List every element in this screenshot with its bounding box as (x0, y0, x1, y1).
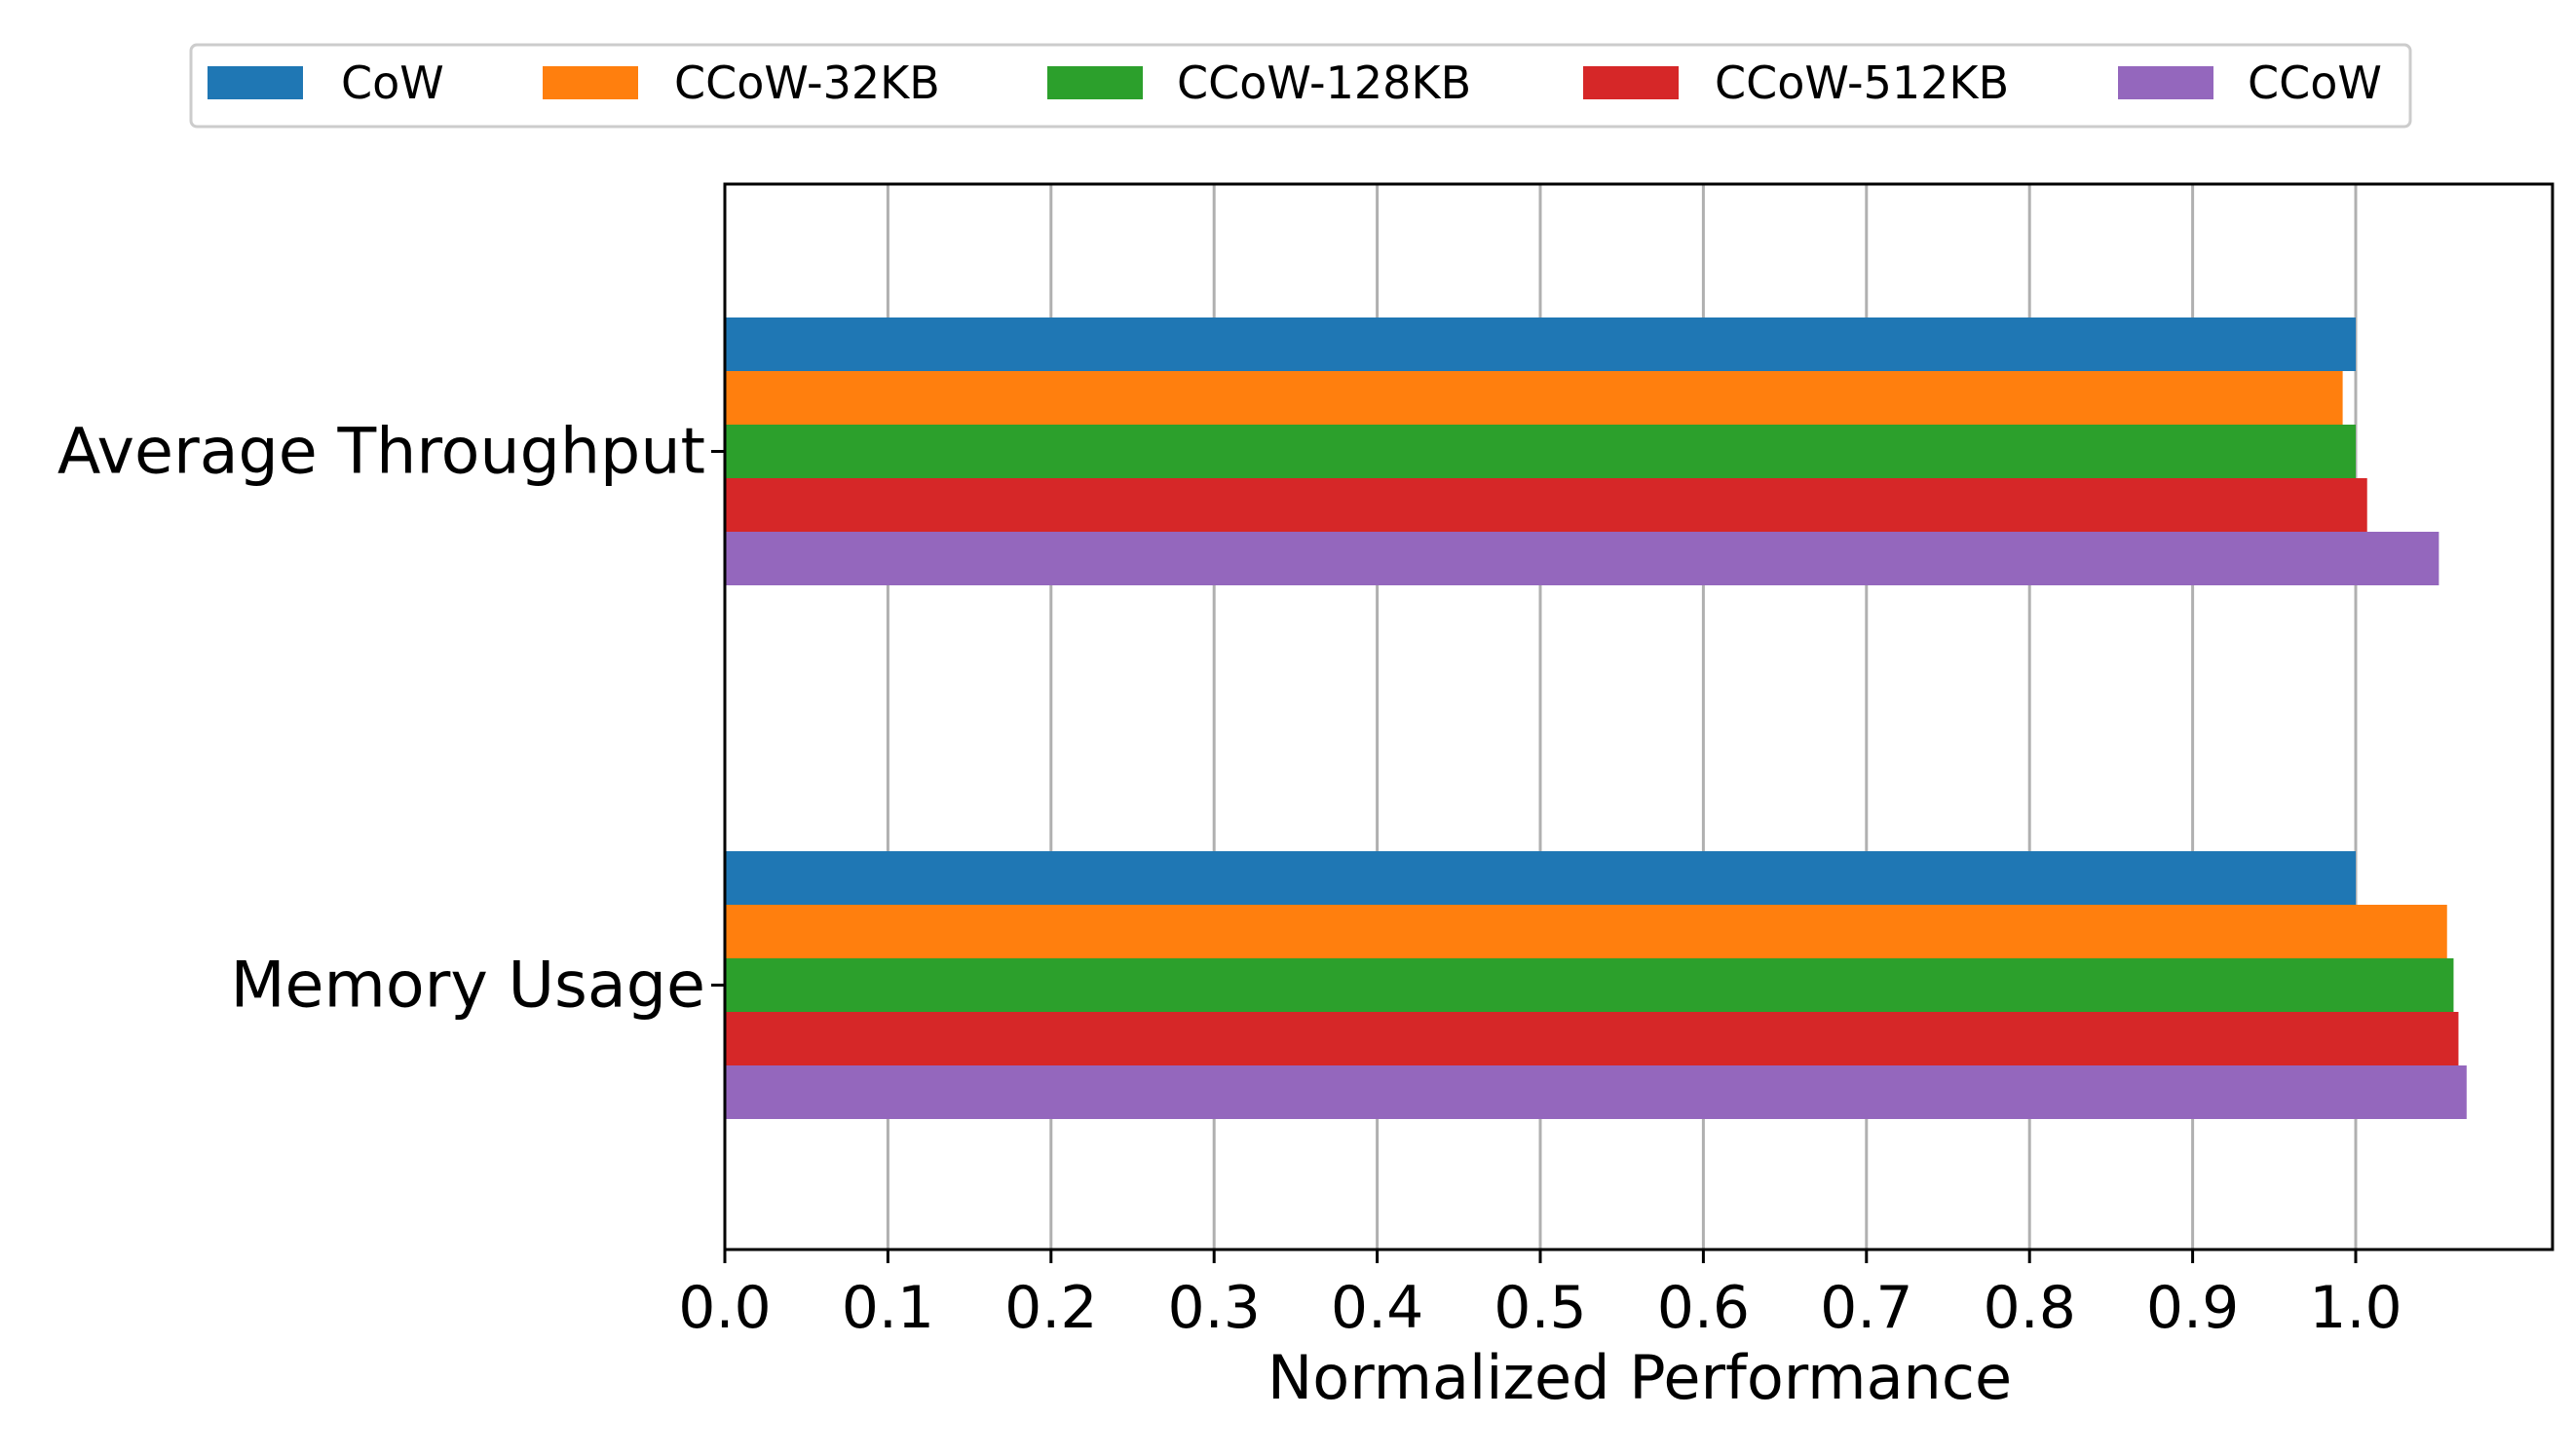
x-tick-label: 0.6 (1657, 1274, 1750, 1342)
bar-ccow-128kb-memory-usage (725, 958, 2454, 1012)
legend-label-ccow-32kb: CCoW-32KB (674, 56, 940, 109)
y-axis-category-labels: Average Throughput Memory Usage (57, 416, 725, 1023)
legend-label-cow: CoW (341, 56, 444, 109)
bar-ccow-512kb-average-throughput (725, 478, 2367, 532)
bar-ccow-average-throughput (725, 532, 2440, 585)
legend-swatch-ccow-32kb (543, 66, 638, 99)
bar-ccow-32kb-memory-usage (725, 905, 2447, 958)
legend-label-ccow: CCoW (2248, 56, 2382, 109)
x-tick-label: 0.5 (1494, 1274, 1586, 1342)
bar-ccow-512kb-memory-usage (725, 1012, 2459, 1065)
legend-swatch-ccow-512kb (1583, 66, 1679, 99)
legend-frame (189, 43, 2412, 129)
legend: CoW CCoW-32KB CCoW-128KB CCoW-512KB CCoW (189, 43, 2412, 129)
x-tick-label: 0.3 (1167, 1274, 1260, 1342)
legend-swatch-ccow (2118, 66, 2213, 99)
category-label: Memory Usage (230, 950, 705, 1023)
category-label: Average Throughput (57, 416, 705, 489)
x-axis-title: Normalized Performance (1267, 1342, 2012, 1413)
x-axis-ticks: 0.0 0.1 0.2 0.3 0.4 0.5 0.6 0.7 0.8 0.9 1.0 (678, 1250, 2402, 1342)
x-tick-label: 0.1 (842, 1274, 934, 1342)
bar-cow-average-throughput (725, 317, 2356, 371)
x-tick-label: 0.0 (678, 1274, 771, 1342)
plot-frame (723, 182, 2554, 1251)
bars (725, 317, 2467, 1119)
bar-ccow-memory-usage (725, 1065, 2467, 1119)
legend-label-ccow-512kb: CCoW-512KB (1715, 56, 2009, 109)
bar-ccow-128kb-average-throughput (725, 425, 2356, 478)
bar-ccow-32kb-average-throughput (725, 371, 2343, 425)
x-tick-label: 0.8 (1983, 1274, 2075, 1342)
legend-swatch-cow (208, 66, 303, 99)
legend-swatch-ccow-128kb (1047, 66, 1143, 99)
legend-label-ccow-128kb: CCoW-128KB (1177, 56, 1471, 109)
bar-cow-memory-usage (725, 851, 2356, 905)
x-tick-label: 1.0 (2309, 1274, 2402, 1342)
x-tick-label: 0.2 (1004, 1274, 1097, 1342)
x-tick-label: 0.7 (1820, 1274, 1912, 1342)
x-tick-label: 0.4 (1331, 1274, 1423, 1342)
x-tick-label: 0.9 (2146, 1274, 2239, 1342)
